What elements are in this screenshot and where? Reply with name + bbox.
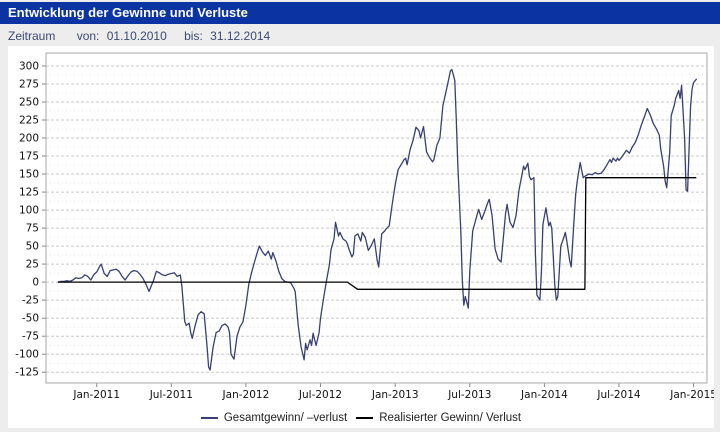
series-line-realized (57, 177, 697, 290)
y-tick-label: 50 (26, 241, 39, 253)
period-from-label: von: (76, 29, 100, 43)
page-title: Entwicklung der Gewinne und Verluste (0, 2, 720, 24)
y-tick-label: 175 (19, 151, 39, 163)
series-line-total (57, 68, 698, 371)
period-row: Zeitraum von: 01.10.2010 bis: 31.12.2014 (8, 27, 270, 45)
period-from-value: 01.10.2010 (106, 29, 167, 43)
y-tick-label: -50 (22, 313, 39, 325)
profit-loss-chart: 3002752502252001751501251007550250-25-50… (15, 52, 714, 401)
x-tick-label: Jul-2014 (596, 389, 640, 401)
y-tick-label: -125 (15, 367, 39, 379)
y-tick-label: 250 (19, 97, 39, 109)
plot-border (45, 52, 708, 384)
y-tick-label: 300 (19, 61, 39, 73)
period-to-value: 31.12.2014 (210, 29, 271, 43)
y-tick-label: 150 (19, 169, 39, 181)
y-tick-label: 200 (19, 133, 39, 145)
chart-legend: Gesamtgewinn/ –verlust Realisierter Gewi… (8, 409, 714, 427)
y-tick-label: 125 (19, 187, 39, 199)
x-tick-label: Jan-2014 (520, 389, 568, 401)
y-tick-label: 100 (19, 205, 39, 217)
y-tick-label: 25 (26, 259, 39, 271)
x-tick-label: Jan-2012 (222, 389, 270, 401)
period-label: Zeitraum (8, 29, 56, 43)
y-tick-label: -100 (15, 349, 39, 361)
x-tick-label: Jan-2011 (72, 389, 120, 401)
chart-panel: 300 275 250 225 200 175 150 125 100 75 50 25 0 -25 -50… (8, 46, 714, 428)
y-tick-label: 275 (19, 79, 39, 91)
y-tick-label: 225 (19, 115, 39, 127)
y-tick-label: -25 (22, 295, 39, 307)
x-tick-label: Jul-2012 (298, 389, 342, 401)
y-tick-label: -75 (22, 331, 39, 343)
legend-item-total: Gesamtgewinn/ –verlust (200, 412, 348, 424)
realized-line-sample-icon (356, 417, 374, 419)
legend-label-realized: Realisierter Gewinn/ Verlust (379, 412, 522, 424)
x-tick-label: Jan-2013 (371, 389, 419, 401)
legend-label-total: Gesamtgewinn/ –verlust (223, 412, 348, 424)
x-tick-label: Jul-2013 (447, 389, 491, 401)
x-tick-label: Jan-2015 (669, 389, 714, 401)
legend-item-realized: Realisierter Gewinn/ Verlust (356, 412, 521, 424)
y-tick-label: 0 (32, 277, 39, 289)
total-line-sample-icon (200, 417, 218, 419)
period-to-label: bis: (184, 29, 203, 43)
y-tick-label: 75 (26, 223, 39, 235)
x-tick-label: Jul-2011 (149, 389, 193, 401)
